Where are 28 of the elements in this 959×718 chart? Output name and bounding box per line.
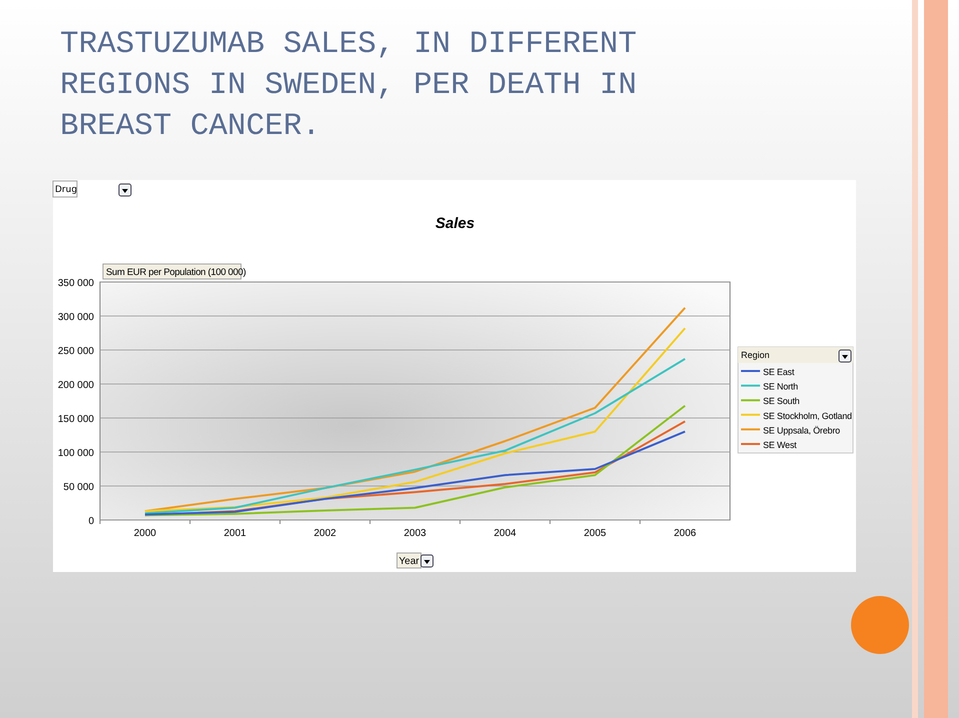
chart-title: TRASTUZUMAB SALES, IN DIFFERENT REGIONS IN SWEDEN, PER DEATH IN BREAST CANCER. <box>60 27 637 144</box>
text: Drug <box>55 185 78 195</box>
y-axis-title: Sum EUR per Population (100 000) <box>106 267 246 278</box>
x-axis-title: Year <box>398 556 420 567</box>
legend-label: SE East <box>763 367 795 377</box>
x-tick-label: 2002 <box>314 528 337 539</box>
y-tick-label: 0 <box>88 516 94 527</box>
x-tick-label: 2004 <box>494 528 517 539</box>
y-tick-label: 150 000 <box>58 414 94 425</box>
legend-label: SE Stockholm, Gotland <box>763 410 852 421</box>
x-tick-label: 2005 <box>584 528 607 539</box>
x-tick-label: 2003 <box>404 528 427 539</box>
y-tick-label: 300 000 <box>58 312 94 323</box>
chart-subtitle: Sales <box>435 215 475 232</box>
line-series <box>144 358 686 514</box>
legend-label: SE North <box>763 382 798 392</box>
x-tick-label: 2000 <box>134 528 157 539</box>
y-tick-label: 100 000 <box>58 448 94 459</box>
y-tick-label: 350 000 <box>58 278 94 289</box>
legend-title: Region <box>741 350 770 360</box>
legend-label: SE South <box>763 396 800 406</box>
y-tick-label: 250 000 <box>58 346 94 357</box>
y-tick-label: 50 000 <box>63 482 94 493</box>
y-tick-label: 200 000 <box>58 380 94 391</box>
legend-label: SE West <box>763 440 798 450</box>
legend-label: SE Uppsala, Örebro <box>763 425 840 436</box>
x-tick-label: 2006 <box>674 528 697 539</box>
x-tick-label: 2001 <box>224 528 247 539</box>
